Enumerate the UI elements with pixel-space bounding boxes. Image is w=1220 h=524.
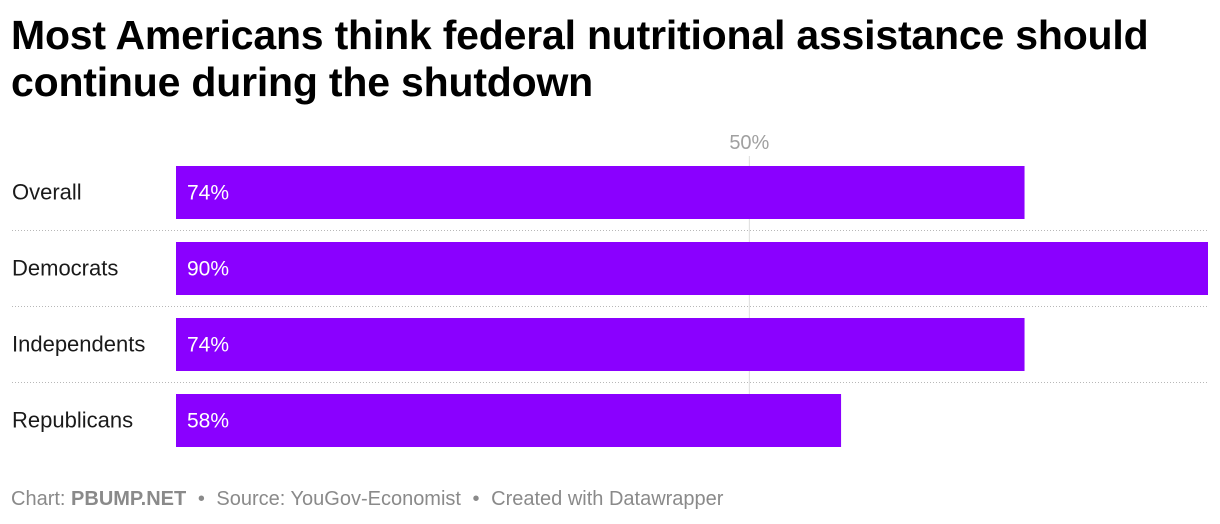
chart-title: Most Americans think federal nutritional… xyxy=(11,12,1149,105)
footer-chart-credit: PBUMP.NET xyxy=(71,488,187,510)
footer-separator: • xyxy=(197,488,205,510)
value-label: 58% xyxy=(187,410,229,433)
category-label: Republicans xyxy=(12,408,133,433)
bar-republicans xyxy=(176,394,842,447)
category-label: Democrats xyxy=(12,256,118,281)
value-label: 90% xyxy=(187,258,229,281)
footer-separator: • xyxy=(472,488,480,510)
footer-created-with: Created with Datawrapper xyxy=(491,488,724,510)
category-label: Independents xyxy=(12,332,145,357)
bar-overall xyxy=(176,166,1025,219)
bar-democrats xyxy=(176,242,1208,295)
value-label: 74% xyxy=(187,182,229,205)
footer-source: Source: YouGov-Economist xyxy=(216,488,461,510)
reference-line-label: 50% xyxy=(729,132,769,154)
bar-independents xyxy=(176,318,1025,371)
chart-footer: Chart: PBUMP.NET • Source: YouGov-Econom… xyxy=(11,488,723,511)
category-label: Overall xyxy=(12,180,82,205)
footer-chart-prefix: Chart: xyxy=(11,488,66,510)
value-label: 74% xyxy=(187,334,229,357)
